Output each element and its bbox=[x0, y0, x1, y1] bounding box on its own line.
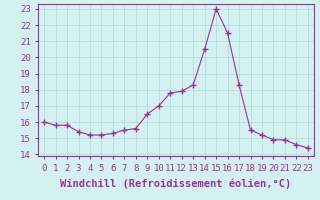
X-axis label: Windchill (Refroidissement éolien,°C): Windchill (Refroidissement éolien,°C) bbox=[60, 178, 292, 189]
